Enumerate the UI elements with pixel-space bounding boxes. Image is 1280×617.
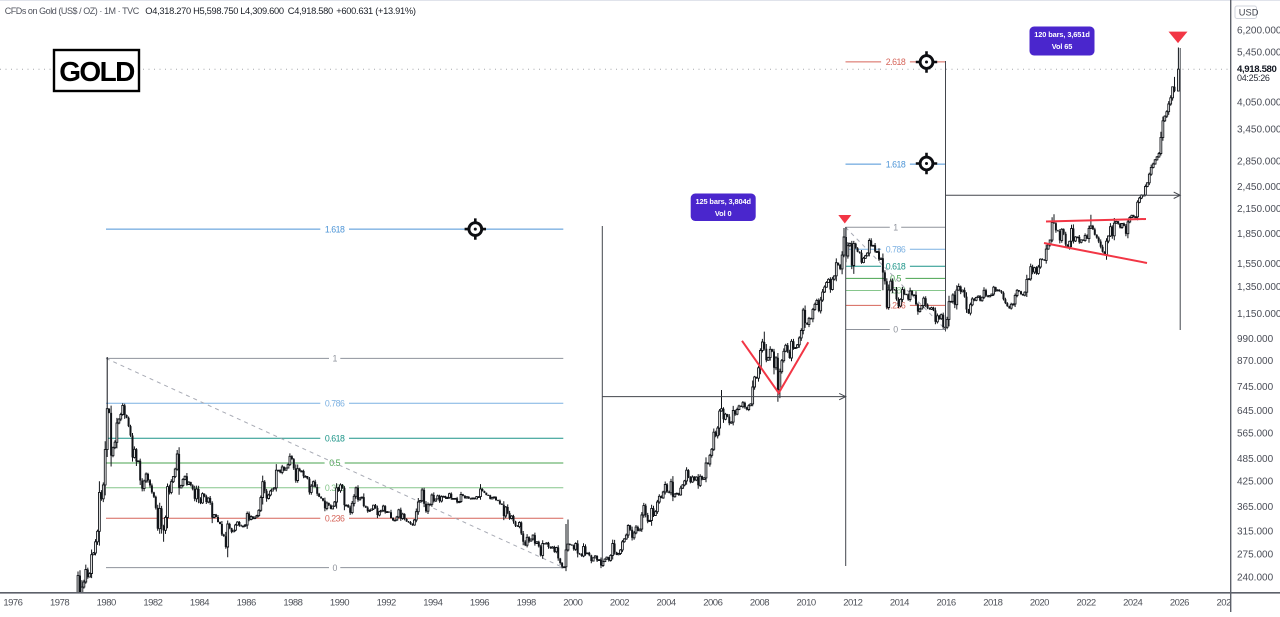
svg-text:4,050.000: 4,050.000 xyxy=(1237,97,1280,108)
svg-text:2018: 2018 xyxy=(983,598,1002,609)
svg-text:1,850.000: 1,850.000 xyxy=(1237,229,1280,240)
svg-text:0.5: 0.5 xyxy=(329,458,340,468)
svg-text:1976: 1976 xyxy=(3,598,22,609)
svg-text:2010: 2010 xyxy=(797,598,816,609)
svg-text:2026: 2026 xyxy=(1170,598,1189,609)
svg-text:1996: 1996 xyxy=(470,598,489,609)
svg-text:365.000: 365.000 xyxy=(1237,502,1274,513)
svg-text:1: 1 xyxy=(893,223,898,233)
svg-text:1,150.000: 1,150.000 xyxy=(1237,309,1280,320)
svg-text:2,450.000: 2,450.000 xyxy=(1237,182,1280,193)
svg-text:425.000: 425.000 xyxy=(1237,476,1274,487)
svg-text:2000: 2000 xyxy=(563,598,582,609)
svg-text:0: 0 xyxy=(332,563,337,573)
svg-text:CFDs on Gold (US$ / OZ) · 1M ·: CFDs on Gold (US$ / OZ) · 1M · TVC xyxy=(5,6,140,16)
svg-text:1,350.000: 1,350.000 xyxy=(1237,282,1280,293)
svg-text:C4,918.580: C4,918.580 xyxy=(288,6,333,16)
svg-text:2002: 2002 xyxy=(610,598,629,609)
svg-text:2022: 2022 xyxy=(1077,598,1096,609)
svg-text:485.000: 485.000 xyxy=(1237,454,1274,465)
svg-text:2004: 2004 xyxy=(657,598,676,609)
svg-text:990.000: 990.000 xyxy=(1237,334,1274,345)
svg-text:315.000: 315.000 xyxy=(1237,527,1274,538)
svg-text:0.786: 0.786 xyxy=(325,398,345,408)
svg-text:1.618: 1.618 xyxy=(325,224,345,234)
svg-text:1.618: 1.618 xyxy=(886,159,906,169)
svg-text:0.236: 0.236 xyxy=(325,513,345,523)
svg-text:H5,598.750: H5,598.750 xyxy=(193,6,238,16)
svg-text:0: 0 xyxy=(893,325,898,335)
svg-text:Vol 65: Vol 65 xyxy=(1052,42,1073,51)
svg-text:1978: 1978 xyxy=(50,598,69,609)
svg-text:1980: 1980 xyxy=(97,598,116,609)
svg-text:275.000: 275.000 xyxy=(1237,550,1274,561)
svg-text:240.000: 240.000 xyxy=(1237,572,1274,583)
svg-text:2012: 2012 xyxy=(843,598,862,609)
svg-text:1986: 1986 xyxy=(237,598,256,609)
svg-text:O4,318.270: O4,318.270 xyxy=(145,6,191,16)
svg-text:+600.631 (+13.91%): +600.631 (+13.91%) xyxy=(336,6,416,16)
svg-text:645.000: 645.000 xyxy=(1237,406,1274,417)
svg-text:1984: 1984 xyxy=(190,598,209,609)
svg-text:125 bars, 3,804d: 125 bars, 3,804d xyxy=(695,197,751,206)
svg-text:2020: 2020 xyxy=(1030,598,1049,609)
svg-text:2028: 2028 xyxy=(1217,598,1236,609)
svg-text:0.786: 0.786 xyxy=(886,244,906,254)
svg-text:0.236: 0.236 xyxy=(886,301,906,311)
svg-text:2,850.000: 2,850.000 xyxy=(1237,156,1280,167)
svg-text:2016: 2016 xyxy=(937,598,956,609)
svg-text:0.618: 0.618 xyxy=(325,434,345,444)
svg-text:6,200.000: 6,200.000 xyxy=(1237,26,1280,37)
svg-text:2014: 2014 xyxy=(890,598,909,609)
svg-text:0.382: 0.382 xyxy=(325,483,345,493)
svg-text:1: 1 xyxy=(332,354,337,364)
svg-text:1982: 1982 xyxy=(143,598,162,609)
svg-text:565.000: 565.000 xyxy=(1237,429,1274,440)
svg-text:2,150.000: 2,150.000 xyxy=(1237,204,1280,215)
svg-text:GOLD: GOLD xyxy=(59,56,135,87)
svg-text:2.618: 2.618 xyxy=(886,57,906,67)
svg-text:Vol 0: Vol 0 xyxy=(715,209,732,218)
svg-text:1990: 1990 xyxy=(330,598,349,609)
svg-text:5,450.000: 5,450.000 xyxy=(1237,47,1280,58)
svg-text:1994: 1994 xyxy=(423,598,442,609)
svg-text:0.618: 0.618 xyxy=(886,262,906,272)
svg-text:4,918.580: 4,918.580 xyxy=(1237,64,1277,75)
svg-text:1998: 1998 xyxy=(517,598,536,609)
svg-text:2006: 2006 xyxy=(703,598,722,609)
svg-text:04:25:26: 04:25:26 xyxy=(1237,73,1270,83)
svg-text:1988: 1988 xyxy=(283,598,302,609)
svg-text:3,450.000: 3,450.000 xyxy=(1237,124,1280,135)
svg-text:USD: USD xyxy=(1239,7,1259,17)
svg-text:1992: 1992 xyxy=(377,598,396,609)
svg-text:2008: 2008 xyxy=(750,598,769,609)
svg-text:2024: 2024 xyxy=(1123,598,1142,609)
svg-text:L4,309.600: L4,309.600 xyxy=(240,6,284,16)
svg-text:120 bars, 3,651d: 120 bars, 3,651d xyxy=(1034,30,1090,39)
svg-text:870.000: 870.000 xyxy=(1237,356,1274,367)
svg-text:1,550.000: 1,550.000 xyxy=(1237,259,1280,270)
svg-text:745.000: 745.000 xyxy=(1237,382,1274,393)
